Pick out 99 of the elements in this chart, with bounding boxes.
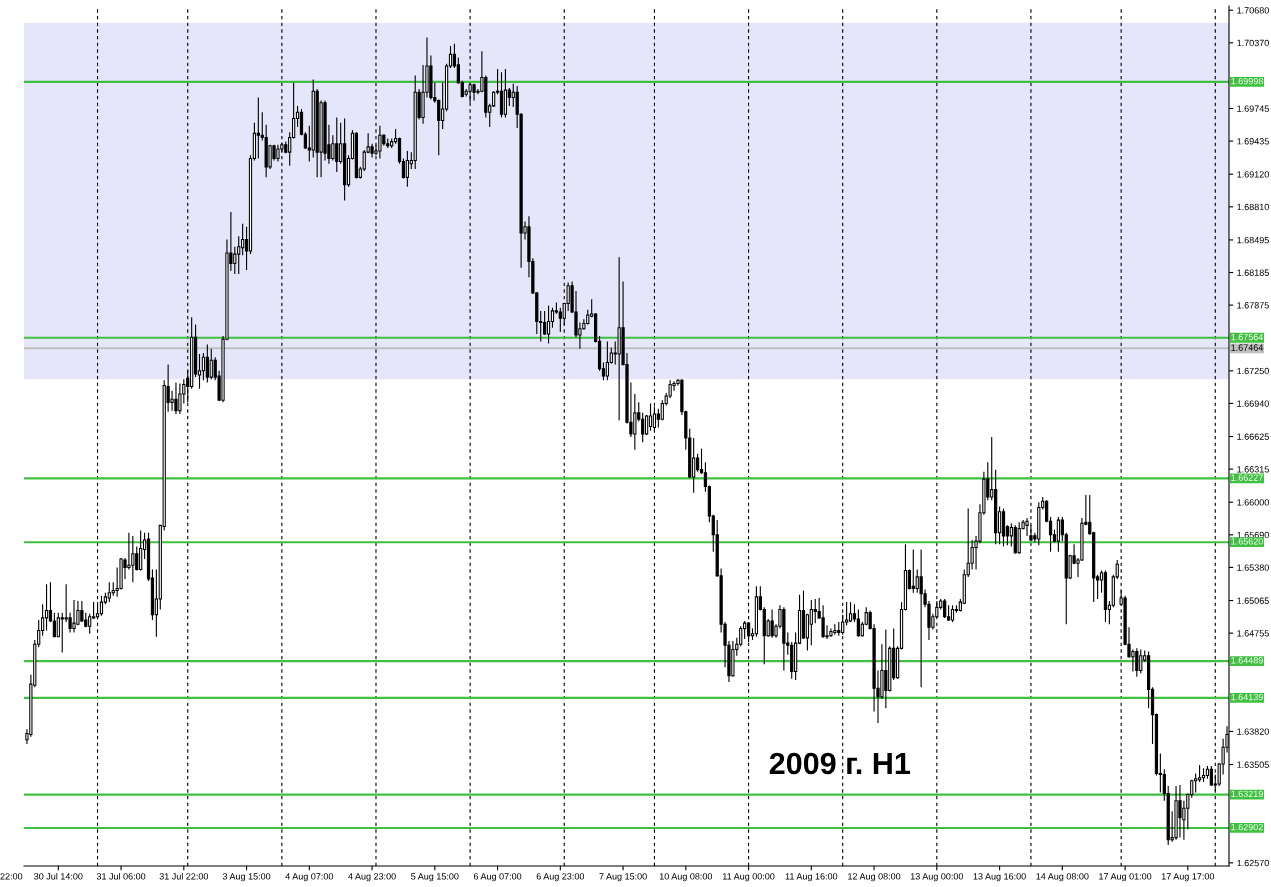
candlestick (256, 96, 260, 159)
ref-line-label: 1.67564 (1231, 333, 1264, 341)
candlestick (641, 412, 645, 443)
y-tick-label: 1.66625 (1237, 433, 1269, 440)
x-tick-label: 6 Aug 23:00 (536, 873, 585, 882)
candlestick (1131, 648, 1135, 673)
x-tick-label: 6 Aug 07:00 (473, 873, 522, 882)
candlestick (88, 613, 92, 635)
candlestick (405, 150, 409, 188)
candlestick (546, 305, 551, 345)
candlestick (1194, 772, 1198, 793)
candlestick (543, 310, 547, 336)
candlestick (241, 223, 245, 256)
candlestick (52, 612, 57, 638)
candlestick (237, 235, 241, 275)
x-tick-label: 13 Aug 00:00 (910, 873, 964, 882)
candlestick (770, 608, 774, 639)
candlestick (833, 623, 837, 636)
y-tick-label: 1.67250 (1237, 367, 1269, 375)
y-tick-label: 1.70370 (1237, 39, 1269, 47)
candlestick (135, 545, 139, 572)
x-tick-label: 4 Aug 07:00 (285, 873, 334, 882)
candlestick (107, 581, 111, 603)
candlestick (821, 604, 825, 639)
candlestick (739, 625, 743, 647)
candlestick (335, 116, 339, 173)
ref-line-label: 1.64489 (1231, 657, 1263, 664)
candlestick (692, 437, 696, 494)
y-tick-label: 1.68495 (1237, 236, 1269, 244)
x-tick-label: 14 Aug 08:00 (1036, 873, 1089, 882)
candlestick (72, 599, 76, 634)
ref-line-label: 1.63219 (1231, 790, 1263, 798)
text: 2009 г. H1 (769, 752, 911, 775)
y-tick-label: 1.66000 (1237, 499, 1269, 506)
y-tick-label: 1.65690 (1237, 531, 1269, 539)
x-tick-label: 5 Aug 15:00 (411, 873, 459, 882)
x-tick-label: 11 Aug 16:00 (785, 873, 838, 882)
x-tick-label: 31 Jul 06:00 (96, 872, 146, 880)
y-tick-label: 1.63505 (1237, 761, 1269, 768)
candlestick (911, 548, 915, 594)
ref-line-label: 1.66227 (1231, 474, 1263, 481)
candlestick (178, 382, 182, 415)
y-tick-label: 1.69120 (1237, 171, 1269, 178)
candlestick (856, 608, 860, 638)
ref-line-label: 1.67464 (1231, 344, 1264, 351)
text: 22:00 (0, 873, 23, 880)
candlestick (60, 612, 64, 654)
candlestick (813, 598, 817, 624)
y-tick-label: 1.66940 (1237, 400, 1269, 407)
ref-line-label: 1.65620 (1231, 538, 1263, 545)
y-tick-label: 1.66315 (1237, 466, 1269, 473)
x-tick-label: 12 Aug 08:00 (848, 873, 901, 882)
candlestick (131, 535, 135, 583)
y-tick-label: 1.65065 (1237, 597, 1269, 604)
x-tick-label: 11 Aug 00:00 (722, 873, 775, 882)
x-tick-label: 3 Aug 15:00 (222, 873, 271, 882)
candlestick (174, 381, 178, 415)
y-tick-label: 1.70680 (1237, 7, 1269, 14)
ref-line-label: 1.64139 (1231, 693, 1263, 701)
candlestick (139, 530, 143, 572)
y-tick-label: 1.64755 (1237, 630, 1269, 637)
candlestick (56, 612, 60, 638)
candlestick (884, 628, 888, 709)
candlestick (809, 599, 813, 646)
ref-line-label: 1.62902 (1231, 823, 1263, 831)
candlestick (605, 340, 609, 381)
x-tick-label: 10 Aug 08:00 (659, 873, 713, 882)
candlestick (205, 343, 209, 383)
x-tick-label: 17 Aug 01:00 (1099, 873, 1152, 882)
x-tick-label: 13 Aug 16:00 (973, 873, 1026, 882)
candlestick (1139, 648, 1143, 675)
candlestick (1056, 516, 1061, 553)
candlestick (805, 613, 810, 652)
candlestick (170, 390, 174, 412)
candlestick (468, 82, 472, 104)
y-tick-label: 1.68810 (1237, 203, 1269, 211)
candlestick (1135, 647, 1139, 678)
y-tick-label: 1.69435 (1237, 138, 1269, 145)
y-tick-label: 1.65380 (1237, 564, 1269, 571)
x-tick-label: 30 Jul 14:00 (34, 872, 83, 880)
candlestick (919, 548, 923, 688)
candlestick (44, 583, 49, 632)
y-tick-label: 1.67875 (1237, 302, 1269, 309)
candlestick (943, 598, 947, 619)
candlestick (201, 352, 206, 381)
y-tick-label: 1.63820 (1237, 728, 1269, 735)
x-tick-label: 17 Aug 17:00 (1161, 873, 1215, 882)
x-tick-label: 31 Jul 22:00 (159, 872, 209, 880)
candlestick (437, 99, 441, 156)
y-tick-label: 1.62570 (1237, 859, 1269, 867)
candlestick (558, 307, 562, 333)
candlestick (499, 71, 504, 118)
y-tick-label: 1.68185 (1237, 269, 1269, 276)
x-tick-label: 7 Aug 15:00 (599, 873, 647, 882)
x-tick-label: 4 Aug 23:00 (348, 873, 396, 882)
y-tick-label: 1.69745 (1237, 105, 1269, 112)
ref-line-label: 1.69998 (1231, 77, 1263, 85)
candlestick (1178, 784, 1182, 839)
candlestick (209, 348, 213, 380)
